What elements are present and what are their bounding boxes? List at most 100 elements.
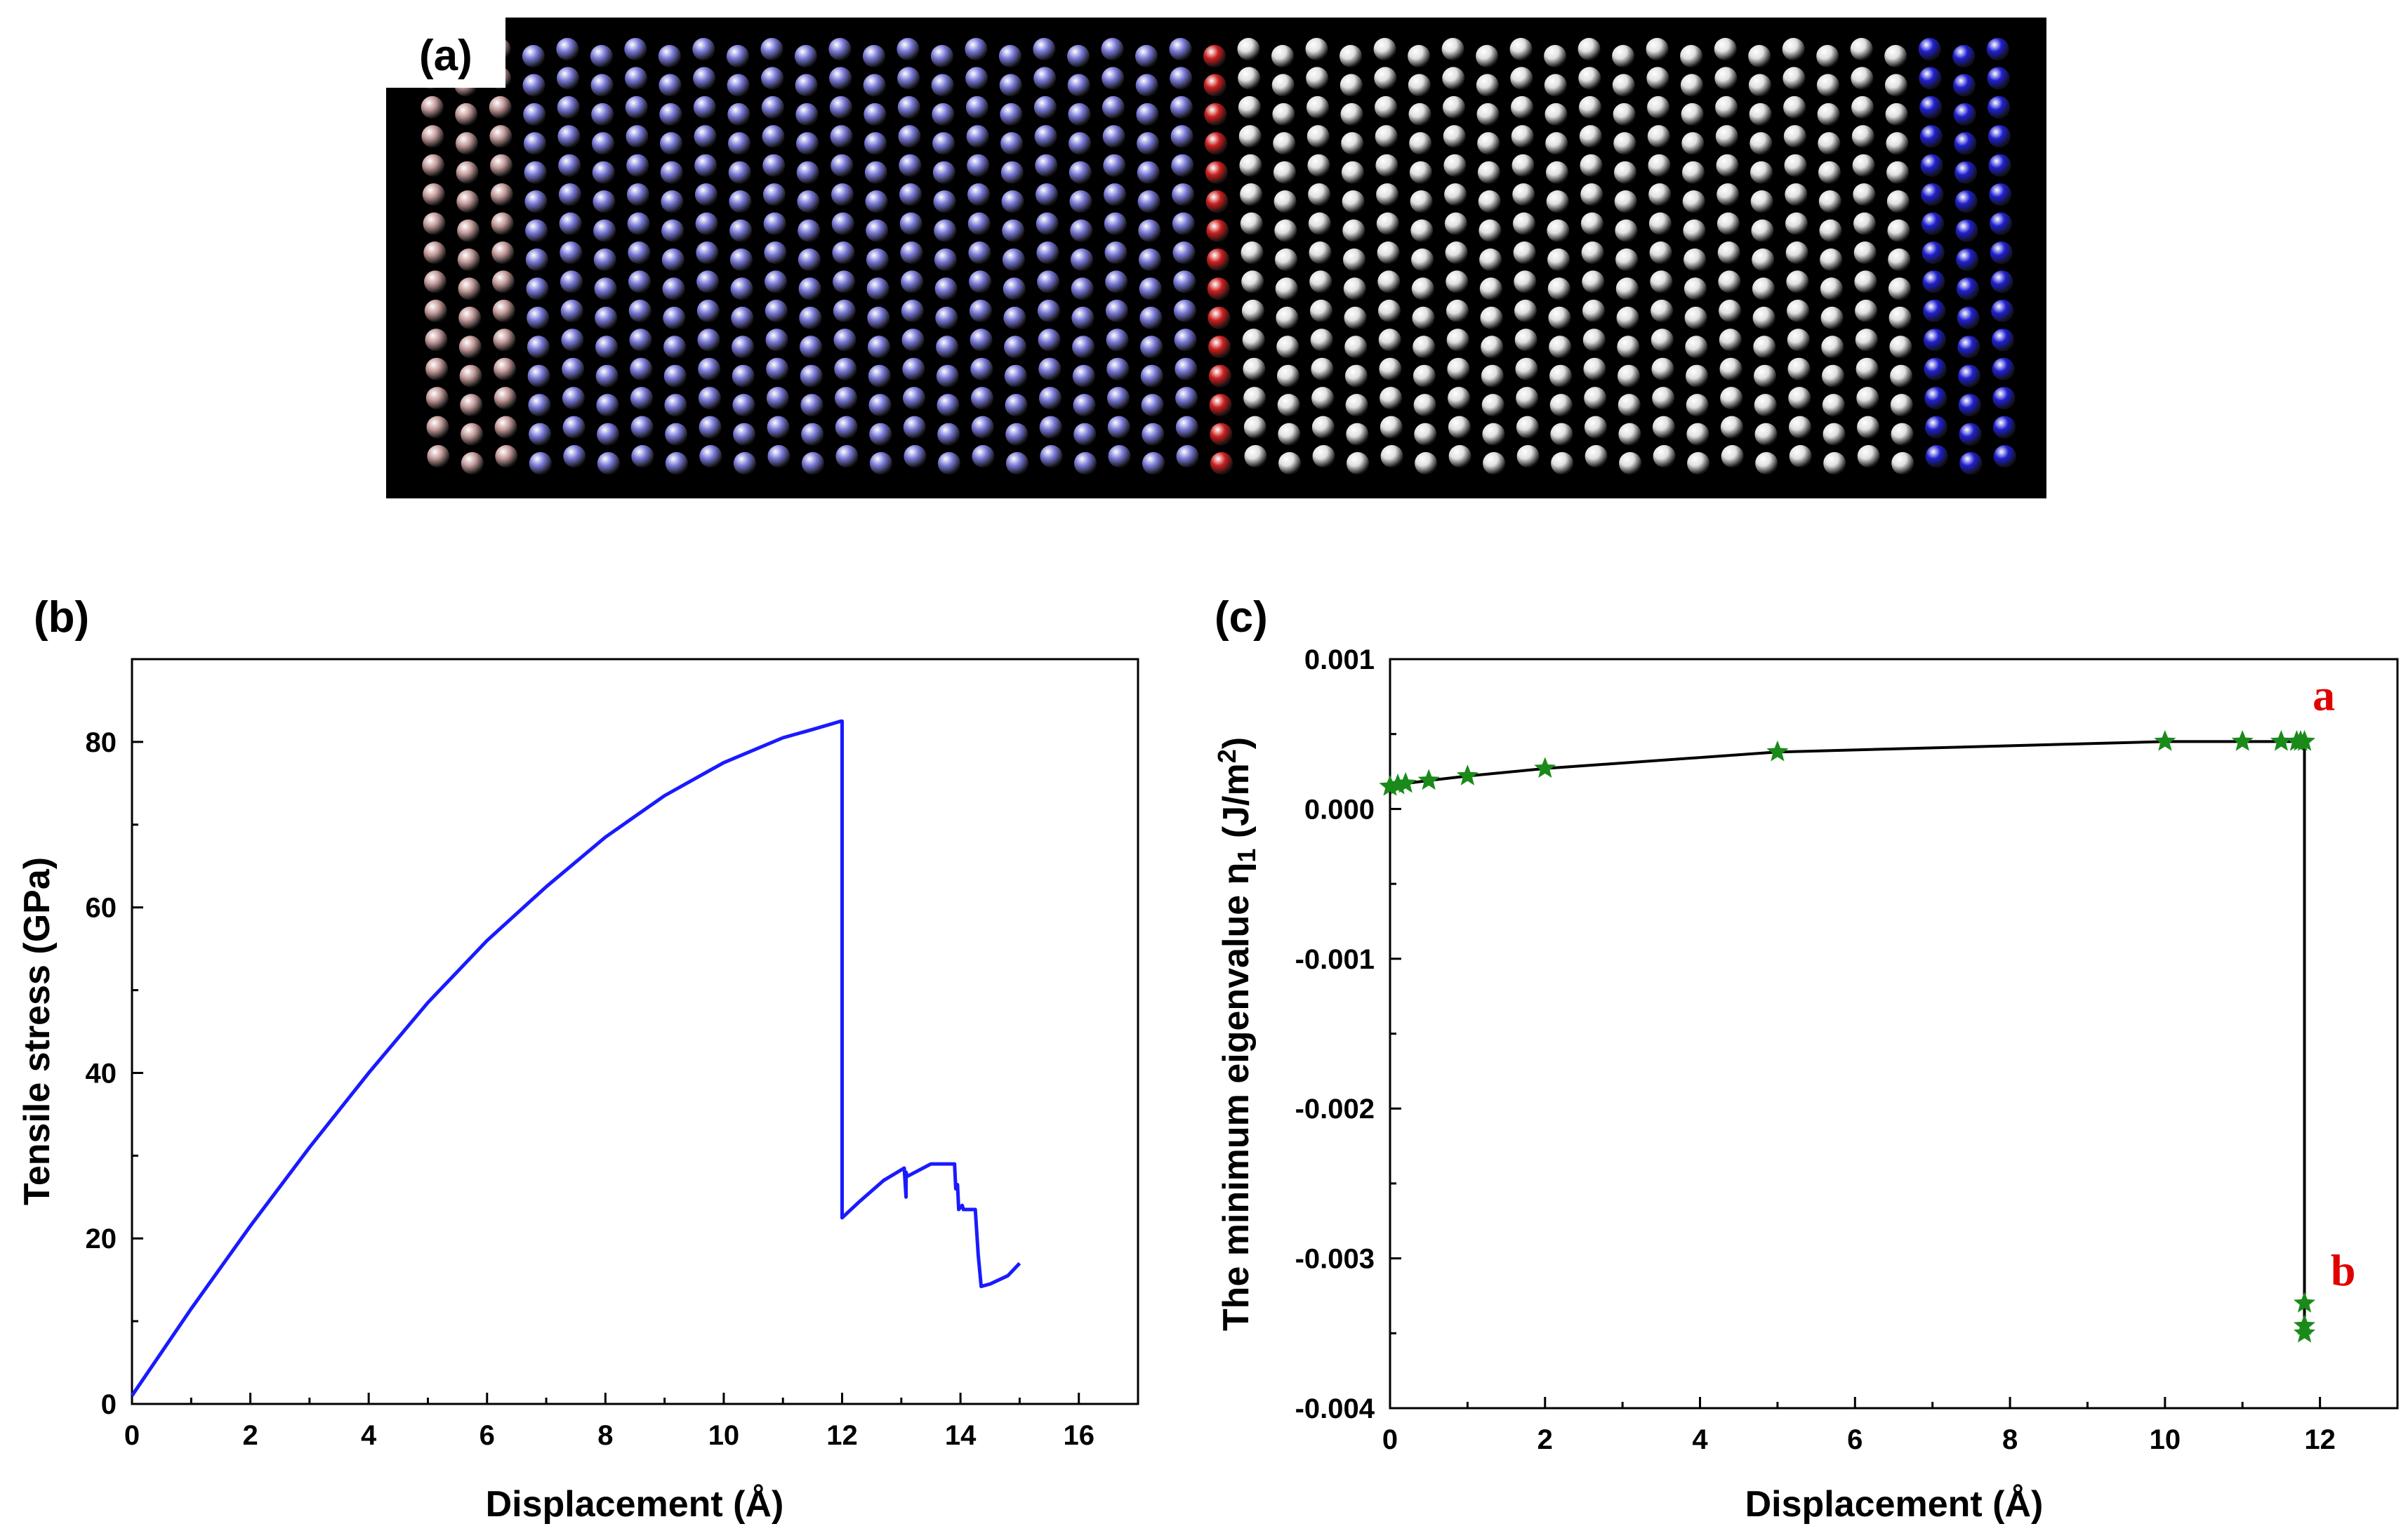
atom-slab-left <box>1005 423 1028 446</box>
atom-slab-left <box>525 219 548 242</box>
atom-slab-left <box>835 387 857 410</box>
atom-slab-left <box>1172 212 1195 235</box>
atom-slab-left <box>1038 357 1061 380</box>
atom-slab-left <box>1137 132 1160 155</box>
atom-slab-right <box>1785 241 1808 264</box>
atom-slab-left <box>967 212 991 235</box>
atom-slab-left <box>1170 125 1193 148</box>
atom-slab-right <box>1544 102 1568 126</box>
chart-c-annotation-a: a <box>2313 670 2335 720</box>
atom-rigid-left <box>426 416 449 439</box>
atom-slab-left <box>529 423 552 446</box>
atom-slab-right <box>1782 67 1806 90</box>
atom-slab-left <box>835 416 858 439</box>
atom-slab-right <box>1754 364 1776 387</box>
atom-slab-left <box>1068 102 1091 126</box>
atom-slab-right <box>1820 277 1843 300</box>
atom-slab-right <box>1816 74 1839 97</box>
atom-slab-left <box>1171 154 1194 177</box>
chart-c-annotations: ab <box>2313 670 2355 1295</box>
atom-slab-right <box>1448 416 1471 439</box>
atom-slab-left <box>693 67 716 90</box>
atom-slab-right <box>1342 190 1365 213</box>
atom-interface <box>1203 45 1226 67</box>
atom-slab-left <box>930 45 953 67</box>
atom-slab-left <box>970 357 993 380</box>
atom-slab-right <box>1446 329 1469 352</box>
atom-slab-left <box>903 387 925 410</box>
chart-b-xlabel: Displacement (Å) <box>486 1484 784 1525</box>
atom-slab-right <box>1309 241 1332 264</box>
chart-b-ytick-label: 0 <box>101 1389 117 1420</box>
atom-slab-left <box>663 306 686 329</box>
atom-slab-right <box>1481 394 1504 417</box>
atom-slab-left <box>1135 45 1158 67</box>
atom-slab-left <box>626 125 649 148</box>
atom-slab-left <box>1036 212 1059 235</box>
atom-slab-left <box>559 212 582 235</box>
atom-rigid-left <box>460 394 483 417</box>
atom-slab-left <box>1035 154 1058 177</box>
atom-slab-left <box>663 336 686 359</box>
atom-slab-left <box>869 423 892 446</box>
atom-slab-left <box>665 452 688 475</box>
atom-slab-left <box>1033 95 1057 119</box>
atom-slab-left <box>696 299 720 322</box>
atom-slab-right <box>1511 125 1534 148</box>
atom-slab-left <box>1001 190 1024 213</box>
atom-slab-right <box>1714 67 1738 90</box>
atom-slab-right <box>1448 445 1471 468</box>
atom-slab-left <box>626 183 649 206</box>
atom-slab-right <box>1478 190 1501 213</box>
atom-slab-right <box>1511 95 1533 119</box>
atom-rigid-right <box>1958 394 1981 417</box>
atom-slab-left <box>829 95 852 119</box>
chart-c-annotation-b: b <box>2331 1245 2356 1295</box>
atom-slab-right <box>1481 336 1504 359</box>
atom-slab-left <box>729 219 753 242</box>
atom-slab-left <box>868 394 892 417</box>
atom-slab-right <box>1616 306 1639 329</box>
atom-slab-left <box>1102 95 1125 119</box>
atom-slab-right <box>1822 364 1844 387</box>
atom-slab-right <box>1478 219 1502 242</box>
atom-slab-right <box>1510 67 1533 90</box>
atom-rigid-left <box>490 154 513 177</box>
atom-slab-left <box>590 45 613 67</box>
atom-slab-right <box>1653 445 1676 468</box>
atom-slab-right <box>1278 452 1301 475</box>
atom-slab-left <box>800 394 823 417</box>
chart-b-ytick-label: 40 <box>86 1058 117 1089</box>
atom-slab-right <box>1380 387 1403 410</box>
atom-slab-left <box>728 161 751 184</box>
atom-slab-right <box>1243 416 1266 439</box>
atom-slab-left <box>796 132 819 155</box>
atom-slab-right <box>1719 357 1742 380</box>
atom-slab-left <box>1142 452 1165 475</box>
atom-slab-right <box>1413 394 1436 417</box>
atom-slab-right <box>1242 329 1265 352</box>
atom-slab-right <box>1414 423 1437 446</box>
atom-slab-right <box>1787 329 1810 352</box>
atom-slab-right <box>1412 306 1435 329</box>
chart-b-xtick-label: 2 <box>242 1420 258 1451</box>
atom-slab-left <box>798 277 821 300</box>
atom-rigid-right <box>1959 452 1983 475</box>
atom-slab-right <box>1274 219 1297 242</box>
panel-a-label: (a) <box>419 32 472 80</box>
atom-slab-left <box>1036 183 1058 206</box>
panel-a-label-box <box>386 18 505 88</box>
atom-slab-left <box>1175 387 1198 410</box>
atom-slab-left <box>529 452 552 475</box>
atom-rigid-right <box>1954 132 1977 155</box>
atom-slab-right <box>1476 102 1500 126</box>
atom-slab-right <box>1782 38 1805 60</box>
atom-slab-right <box>1411 277 1434 300</box>
chart-c-marker <box>1534 757 1556 778</box>
atom-slab-left <box>728 132 750 155</box>
panel-a-atom-structure: (a) <box>386 18 2046 498</box>
atom-slab-right <box>1244 445 1267 468</box>
atom-slab-left <box>969 299 992 322</box>
atom-slab-right <box>1718 270 1741 293</box>
atom-slab-left <box>692 38 715 60</box>
